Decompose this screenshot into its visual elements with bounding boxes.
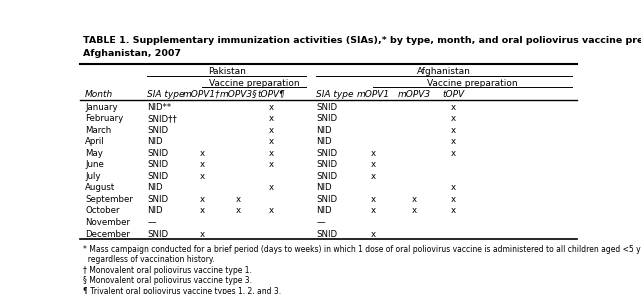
Text: December: December: [85, 230, 130, 238]
Text: TABLE 1. Supplementary immunization activities (SIAs),* by type, month, and oral: TABLE 1. Supplementary immunization acti…: [83, 36, 641, 45]
Text: x: x: [269, 206, 274, 216]
Text: x: x: [370, 195, 376, 204]
Text: March: March: [85, 126, 112, 135]
Text: x: x: [269, 149, 274, 158]
Text: October: October: [85, 206, 120, 216]
Text: x: x: [199, 195, 204, 204]
Text: x: x: [199, 172, 204, 181]
Text: x: x: [199, 160, 204, 169]
Text: Afghanistan: Afghanistan: [417, 67, 471, 76]
Text: x: x: [269, 126, 274, 135]
Text: SNID: SNID: [316, 149, 337, 158]
Text: x: x: [269, 137, 274, 146]
Text: SNID: SNID: [147, 172, 169, 181]
Text: ¶ Trivalent oral poliovirus vaccine types 1, 2, and 3.: ¶ Trivalent oral poliovirus vaccine type…: [83, 287, 281, 294]
Text: x: x: [451, 103, 456, 111]
Text: x: x: [269, 183, 274, 192]
Text: —: —: [147, 218, 156, 227]
Text: SNID: SNID: [147, 230, 169, 238]
Text: x: x: [199, 149, 204, 158]
Text: SNID: SNID: [147, 160, 169, 169]
Text: mOPV3§: mOPV3§: [219, 90, 257, 98]
Text: tOPV: tOPV: [443, 90, 465, 98]
Text: x: x: [451, 137, 456, 146]
Text: x: x: [451, 195, 456, 204]
Text: mOPV1†: mOPV1†: [183, 90, 221, 98]
Text: Afghanistan, 2007: Afghanistan, 2007: [83, 49, 181, 58]
Text: NID: NID: [316, 183, 332, 192]
Text: June: June: [85, 160, 104, 169]
Text: Vaccine preparation: Vaccine preparation: [428, 79, 518, 88]
Text: —: —: [316, 218, 325, 227]
Text: x: x: [269, 114, 274, 123]
Text: SNID: SNID: [316, 103, 337, 111]
Text: February: February: [85, 114, 123, 123]
Text: NID: NID: [316, 137, 332, 146]
Text: x: x: [269, 103, 274, 111]
Text: x: x: [451, 206, 456, 216]
Text: May: May: [85, 149, 103, 158]
Text: January: January: [85, 103, 118, 111]
Text: § Monovalent oral poliovirus vaccine type 3.: § Monovalent oral poliovirus vaccine typ…: [83, 276, 252, 285]
Text: x: x: [451, 114, 456, 123]
Text: Month: Month: [85, 90, 113, 98]
Text: x: x: [412, 206, 417, 216]
Text: x: x: [370, 160, 376, 169]
Text: NID: NID: [147, 206, 163, 216]
Text: NID**: NID**: [147, 103, 171, 111]
Text: x: x: [412, 195, 417, 204]
Text: SNID: SNID: [316, 195, 337, 204]
Text: SNID: SNID: [316, 160, 337, 169]
Text: x: x: [199, 206, 204, 216]
Text: regardless of vaccination history.: regardless of vaccination history.: [83, 255, 214, 264]
Text: NID: NID: [147, 137, 163, 146]
Text: x: x: [451, 149, 456, 158]
Text: x: x: [235, 206, 240, 216]
Text: tOPV¶: tOPV¶: [258, 90, 285, 98]
Text: SNID: SNID: [147, 126, 169, 135]
Text: x: x: [451, 126, 456, 135]
Text: * Mass campaign conducted for a brief period (days to weeks) in which 1 dose of : * Mass campaign conducted for a brief pe…: [83, 245, 641, 254]
Text: x: x: [370, 149, 376, 158]
Text: NID: NID: [147, 183, 163, 192]
Text: mOPV1: mOPV1: [356, 90, 390, 98]
Text: † Monovalent oral poliovirus vaccine type 1.: † Monovalent oral poliovirus vaccine typ…: [83, 266, 251, 275]
Text: SNID††: SNID††: [147, 114, 177, 123]
Text: September: September: [85, 195, 133, 204]
Text: NID: NID: [316, 206, 332, 216]
Text: x: x: [199, 230, 204, 238]
Text: x: x: [370, 230, 376, 238]
Text: x: x: [235, 195, 240, 204]
Text: SNID: SNID: [316, 230, 337, 238]
Text: SNID: SNID: [316, 114, 337, 123]
Text: Vaccine preparation: Vaccine preparation: [209, 79, 299, 88]
Text: August: August: [85, 183, 115, 192]
Text: November: November: [85, 218, 130, 227]
Text: SIA type: SIA type: [147, 90, 185, 98]
Text: x: x: [451, 183, 456, 192]
Text: SNID: SNID: [147, 149, 169, 158]
Text: x: x: [370, 172, 376, 181]
Text: Pakistan: Pakistan: [208, 67, 246, 76]
Text: SIA type: SIA type: [316, 90, 354, 98]
Text: April: April: [85, 137, 104, 146]
Text: mOPV3: mOPV3: [397, 90, 431, 98]
Text: SNID: SNID: [147, 195, 169, 204]
Text: x: x: [269, 160, 274, 169]
Text: x: x: [370, 206, 376, 216]
Text: NID: NID: [316, 126, 332, 135]
Text: July: July: [85, 172, 101, 181]
Text: SNID: SNID: [316, 172, 337, 181]
